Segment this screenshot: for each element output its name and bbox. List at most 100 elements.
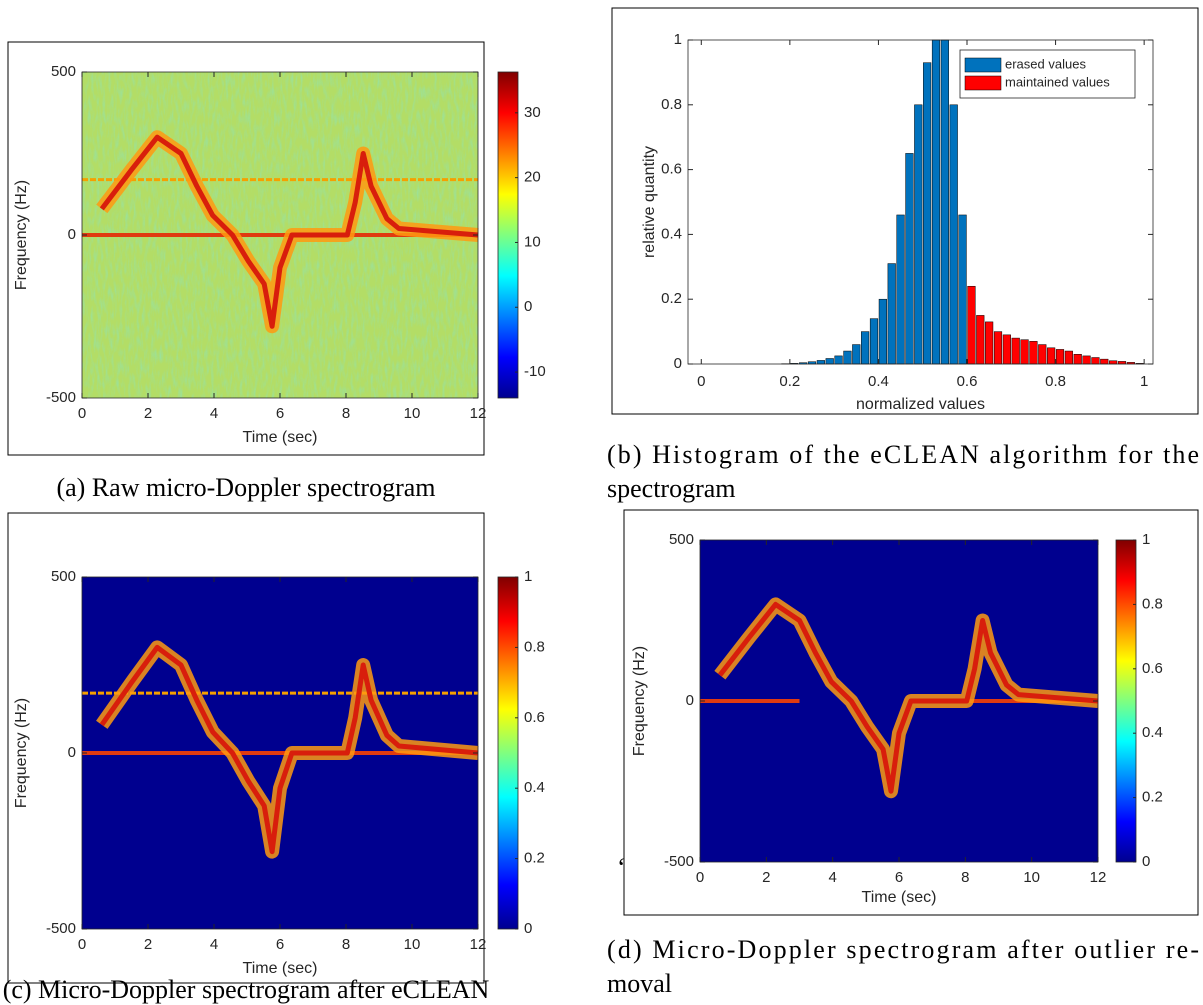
legend-swatch <box>964 57 1002 73</box>
histogram-bar <box>985 321 994 365</box>
x-tick-label: 0 <box>696 869 704 886</box>
histogram-bar <box>878 298 887 365</box>
x-tick-label: 0.4 <box>868 373 889 390</box>
y-axis-label: Frequency (Hz) <box>13 180 30 290</box>
y-tick-label: 0.8 <box>661 96 682 113</box>
histogram-bar <box>1038 344 1047 365</box>
histogram-bar <box>1091 357 1100 365</box>
histogram-bar <box>887 263 896 365</box>
x-tick-label: 8 <box>342 405 350 422</box>
colorbar <box>1115 539 1137 863</box>
histogram-bar <box>861 331 870 365</box>
colorbar-tick-label: 0.6 <box>1142 660 1163 677</box>
histogram-bar <box>967 285 976 365</box>
y-tick-label: 0 <box>68 744 76 761</box>
colorbar-tick-label: 0 <box>1142 853 1150 870</box>
y-axis-label: Frequency (Hz) <box>631 646 648 756</box>
colorbar-tick-label: 0.4 <box>1142 724 1163 741</box>
x-tick-label: 2 <box>144 936 152 953</box>
spectrogram-trace <box>99 134 479 329</box>
histogram-bar <box>949 104 958 365</box>
axes-box <box>687 39 1154 365</box>
histogram-bar <box>931 39 941 365</box>
caption: (b) Histogram of the eCLEAN algorithm fo… <box>607 440 1199 469</box>
colorbar-tick-label: 0 <box>524 298 532 315</box>
x-axis-label: normalized values <box>856 396 985 413</box>
spectrogram-image <box>82 640 479 859</box>
x-tick-label: 0 <box>78 936 86 953</box>
caption: (d) Micro-Doppler spectrogram after outl… <box>607 935 1199 964</box>
histogram-bar <box>1100 358 1109 365</box>
y-tick-label: 0 <box>68 226 76 243</box>
legend-label: erased values <box>1005 56 1086 71</box>
spectrogram-image <box>700 597 1099 799</box>
histogram-bar <box>834 355 843 365</box>
x-tick-label: 0 <box>697 373 705 390</box>
colorbar-tick-label: 1 <box>524 568 532 585</box>
histogram-bar <box>1029 341 1038 365</box>
x-tick-label: 0.2 <box>779 373 800 390</box>
x-tick-label: 1 <box>1140 373 1148 390</box>
x-axis-label: Time (sec) <box>862 889 937 906</box>
annotation: ‘ <box>617 853 626 882</box>
colorbar <box>497 576 519 930</box>
y-tick-label: 500 <box>669 531 694 548</box>
x-tick-label: 4 <box>210 405 218 422</box>
x-tick-label: 8 <box>961 869 969 886</box>
spectrogram-trace <box>717 601 1099 794</box>
x-tick-label: 0 <box>78 405 86 422</box>
y-tick-label: 500 <box>51 63 76 80</box>
x-tick-label: 10 <box>404 936 421 953</box>
histogram-bar <box>1073 354 1082 365</box>
x-tick-label: 12 <box>470 405 487 422</box>
legend-swatch <box>964 75 1002 91</box>
histogram-bar <box>1055 349 1065 365</box>
histogram-bar <box>1082 355 1091 365</box>
histogram-bar <box>1047 347 1056 365</box>
histogram-bar <box>869 318 879 365</box>
caption: (c) Micro-Doppler spectrogram after eCLE… <box>3 975 490 1004</box>
x-tick-label: 4 <box>210 936 218 953</box>
y-tick-label: 0.6 <box>661 161 682 178</box>
histogram-bar <box>843 350 852 365</box>
x-tick-label: 2 <box>762 869 770 886</box>
y-tick-label: -500 <box>46 389 76 406</box>
colorbar-tick-label: 0.6 <box>524 709 545 726</box>
y-tick-label: 0 <box>674 355 682 372</box>
colorbar-tick-label: 0.8 <box>1142 595 1163 612</box>
histogram-bar <box>852 344 861 365</box>
legend-label: maintained values <box>1005 74 1110 89</box>
spectrogram-trace <box>99 644 479 855</box>
colorbar-tick-label: 0 <box>524 920 532 937</box>
histogram-bar <box>1020 339 1029 365</box>
colorbar-tick-label: 1 <box>1142 531 1150 548</box>
caption: (a) Raw micro-Doppler spectrogram <box>56 473 435 502</box>
histogram-bar <box>1064 350 1073 365</box>
histogram-bar <box>816 360 825 365</box>
histogram-bar <box>923 62 932 365</box>
y-tick-label: 500 <box>51 568 76 585</box>
x-axis-label: Time (sec) <box>243 960 318 977</box>
y-tick-label: 0.2 <box>661 290 682 307</box>
histogram-bar <box>825 358 834 365</box>
y-axis-label: Frequency (Hz) <box>13 698 30 808</box>
x-tick-label: 4 <box>828 869 836 886</box>
histogram-bar <box>1002 334 1011 365</box>
caption: moval <box>607 969 672 998</box>
colorbar-tick-label: 0.2 <box>1142 789 1163 806</box>
histogram-bar <box>940 39 949 365</box>
y-tick-label: 1 <box>674 31 682 48</box>
colorbar-tick-label: -10 <box>524 363 546 380</box>
caption: spectrogram <box>607 474 736 503</box>
y-tick-label: -500 <box>46 920 76 937</box>
colorbar-tick-label: 20 <box>524 169 541 186</box>
x-tick-label: 0.6 <box>957 373 978 390</box>
y-tick-label: -500 <box>664 853 694 870</box>
x-tick-label: 2 <box>144 405 152 422</box>
histogram-bar <box>1109 360 1118 365</box>
histogram-bar <box>1011 337 1020 365</box>
colorbar-tick-label: 0.8 <box>524 638 545 655</box>
x-axis-label: Time (sec) <box>243 429 318 446</box>
x-tick-label: 10 <box>1023 869 1040 886</box>
